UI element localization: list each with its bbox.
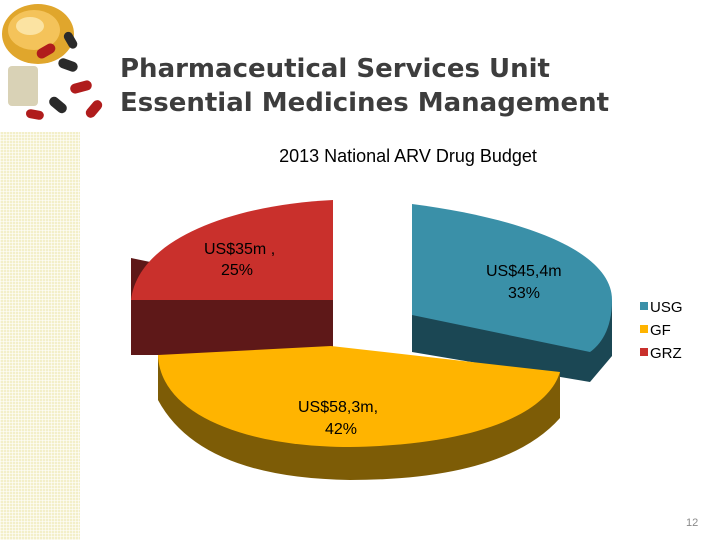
data-label-gf-percent: 42% — [325, 421, 357, 438]
page-number: 12 — [686, 517, 699, 529]
slice-gf — [158, 346, 560, 447]
chart-legend: USG GF GRZ — [640, 299, 683, 362]
data-label-gf-value: US$58,3m, — [298, 399, 378, 416]
data-label-usg-value: US$45,4m — [486, 263, 562, 280]
slide-title-line-1: Pharmaceutical Services Unit — [120, 54, 550, 84]
slice-usg — [412, 204, 612, 352]
slide-title: Pharmaceutical Services Unit Essential M… — [120, 52, 609, 120]
legend-label-gf: GF — [650, 322, 671, 339]
data-label-usg-percent: 33% — [508, 285, 540, 302]
legend-label-usg: USG — [650, 299, 683, 316]
chart-title: 2013 National ARV Drug Budget — [279, 146, 537, 166]
pills-bottle-image — [0, 0, 112, 132]
legend-swatch-usg — [640, 302, 648, 310]
legend-label-grz: GRZ — [650, 345, 682, 362]
slide-title-line-2: Essential Medicines Management — [120, 88, 610, 118]
legend-swatch-gf — [640, 325, 648, 333]
data-label-grz-value: US$35m , — [204, 241, 275, 258]
data-label-grz-percent: 25% — [221, 262, 253, 279]
slice-grz — [131, 200, 333, 300]
legend-swatch-grz — [640, 348, 648, 356]
